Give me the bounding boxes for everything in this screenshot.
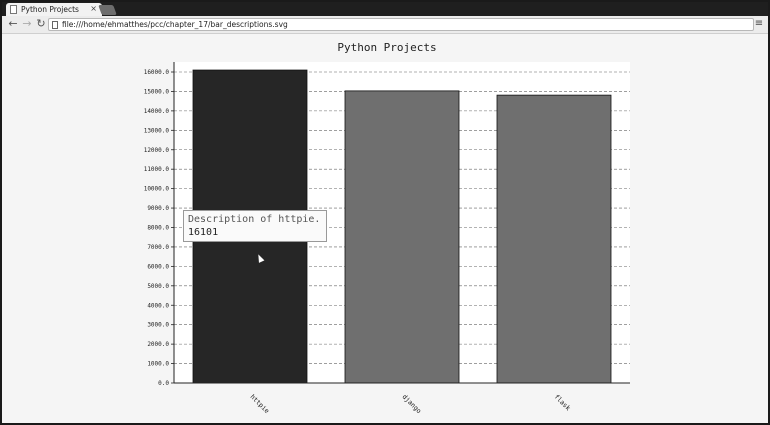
y-tick-label: 1000.0 [147, 361, 169, 368]
url-text[interactable]: file:///home/ehmatthes/pcc/chapter_17/ba… [62, 20, 288, 29]
forward-arrow-icon[interactable]: → [22, 17, 32, 30]
chart-title: Python Projects [337, 41, 436, 54]
file-icon [52, 20, 58, 29]
tooltip-label: Description of httpie. [188, 214, 321, 225]
tab-strip: Python Projects × [2, 2, 768, 16]
address-bar[interactable]: file:///home/ehmatthes/pcc/chapter_17/ba… [48, 18, 754, 31]
y-tick-label: 0.0 [158, 380, 169, 387]
y-tick-label: 15000.0 [144, 88, 170, 95]
tooltip-value: 16101 [188, 227, 219, 238]
tab-python-projects[interactable]: Python Projects × [6, 3, 102, 16]
close-icon[interactable]: × [90, 4, 97, 13]
toolbar: ← → ↻ file:///home/ehmatthes/pcc/chapter… [2, 16, 768, 34]
y-tick-label: 16000.0 [144, 69, 170, 76]
page-content: Python Projects 0.0 1000.0 2000.0 3000.0 400… [2, 34, 768, 423]
reload-icon[interactable]: ↻ [36, 17, 46, 30]
y-tick-label: 14000.0 [144, 108, 170, 115]
y-tick-label: 12000.0 [144, 147, 170, 154]
y-tick-label: 6000.0 [147, 263, 169, 270]
chart-axes [173, 62, 630, 384]
y-tick-label: 13000.0 [144, 127, 170, 134]
back-arrow-icon[interactable]: ← [8, 17, 18, 30]
bar-django[interactable] [344, 90, 460, 384]
page-icon [10, 5, 17, 14]
y-tick-label: 2000.0 [147, 341, 169, 348]
y-tick-label: 5000.0 [147, 283, 169, 290]
y-tick-label: 7000.0 [147, 244, 169, 251]
y-tick-label: 3000.0 [147, 322, 169, 329]
x-tick-label: flask [553, 393, 573, 413]
bar-tooltip: Description of httpie. 16101 [183, 210, 327, 242]
x-axis-ticks: httpie django flask [249, 393, 573, 415]
tab-title: Python Projects [21, 5, 79, 14]
y-tick-label: 9000.0 [147, 205, 169, 212]
x-tick-label: httpie [249, 393, 271, 415]
bar-flask[interactable] [496, 94, 612, 384]
bar-chart: Python Projects 0.0 1000.0 2000.0 3000.0 400… [144, 41, 630, 415]
y-tick-label: 4000.0 [147, 302, 169, 309]
y-axis-ticks: 0.0 1000.0 2000.0 3000.0 4000.0 5000.0 6000.0 7… [144, 69, 174, 387]
new-tab-button[interactable] [98, 5, 117, 15]
y-tick-label: 8000.0 [147, 225, 169, 232]
x-tick-label: django [401, 393, 423, 415]
y-tick-label: 11000.0 [144, 166, 170, 173]
hamburger-menu-icon[interactable]: ≡ [754, 18, 764, 29]
y-tick-label: 10000.0 [144, 186, 170, 193]
